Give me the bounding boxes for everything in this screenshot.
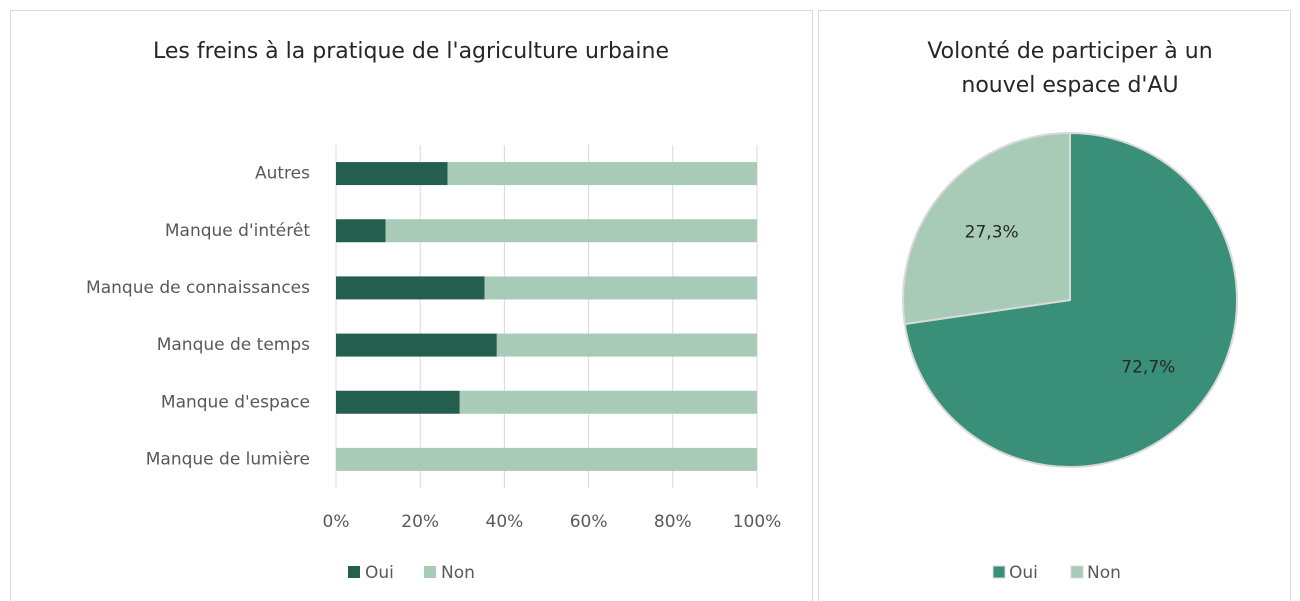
x-tick-label: 60% (570, 512, 608, 532)
bar-segment (336, 390, 460, 414)
legend-swatch (348, 566, 360, 578)
x-tick-label: 80% (654, 512, 692, 532)
legend-label: Oui (365, 563, 394, 583)
x-tick-label: 40% (486, 512, 524, 532)
legend-label: Non (1087, 563, 1121, 583)
left-panel (10, 10, 813, 601)
bar-segment (484, 276, 757, 300)
legend-swatch (992, 565, 1006, 579)
bar-segment (336, 333, 497, 357)
x-tick-label: 20% (401, 512, 439, 532)
legend-swatch (1070, 565, 1084, 579)
bar-title: Les freins à la pratique de l'agricultur… (152, 39, 670, 64)
y-tick-label: Autres (255, 164, 310, 184)
y-tick-label: Manque de connaissances (86, 278, 310, 298)
legend-swatch (424, 566, 436, 578)
bar-segment (336, 162, 448, 186)
bar-segment (336, 276, 485, 300)
y-tick-label: Manque d'intérêt (165, 221, 310, 241)
x-tick-label: 0% (323, 512, 350, 532)
legend-label: Oui (1009, 563, 1038, 583)
pie-title: Volonté de participer à un nouvel espace… (927, 39, 1213, 98)
bar-segment (447, 162, 757, 186)
data-label: 72,7% (1121, 358, 1175, 378)
y-tick-label: Manque de lumière (146, 449, 310, 469)
bar-segment (336, 219, 386, 243)
right-panel (818, 10, 1291, 601)
bar-segment (336, 447, 757, 471)
pie-slice (902, 131, 1071, 326)
legend-label: Non (441, 563, 475, 583)
x-tick-label: 100% (733, 512, 782, 532)
data-label: 27,3% (965, 222, 1019, 242)
bar-segment (459, 390, 757, 414)
y-tick-label: Manque d'espace (161, 392, 310, 412)
bar-segment (496, 333, 757, 357)
y-tick-label: Manque de temps (157, 335, 310, 355)
bar-segment (385, 219, 757, 243)
